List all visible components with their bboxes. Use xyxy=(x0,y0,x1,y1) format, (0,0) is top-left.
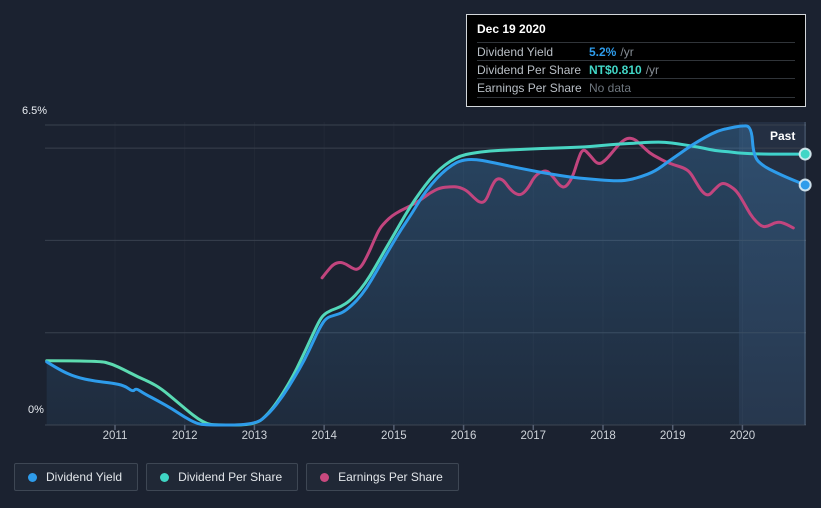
dividend-per-share-end-marker xyxy=(798,147,812,161)
x-tick-label: 2016 xyxy=(450,430,477,442)
x-tick-label: 2011 xyxy=(102,430,128,442)
chart-canvas[interactable] xyxy=(0,0,821,460)
tooltip-unit: /yr xyxy=(620,44,634,59)
dividend-yield-dot-icon xyxy=(28,472,37,482)
earnings-per-share-dot-icon xyxy=(320,472,330,482)
hover-tooltip: Dec 19 2020 Dividend Yield 5.2% /yr Divi… xyxy=(466,14,806,107)
dividend-yield-area xyxy=(46,125,806,426)
x-tick-label: 2012 xyxy=(171,430,198,442)
legend-label: Earnings Per Share xyxy=(338,470,443,484)
tooltip-value: NT$0.810 xyxy=(589,62,642,77)
tooltip-unit: /yr xyxy=(645,62,660,77)
x-tick-label: 2018 xyxy=(590,430,616,442)
x-tick-label: 2020 xyxy=(729,430,756,442)
legend-item-earnings-per-share[interactable]: Earnings Per Share xyxy=(306,463,459,491)
x-tick-label: 2017 xyxy=(520,430,547,442)
tooltip-row-dividend-yield: Dividend Yield 5.2% /yr xyxy=(477,42,795,60)
x-tick-label: 2014 xyxy=(311,430,337,442)
tooltip-label: Dividend Yield xyxy=(477,44,554,59)
tooltip-value: 5.2% xyxy=(589,44,617,59)
past-band-label: Past xyxy=(770,129,796,143)
y-axis-max-label: 6.5% xyxy=(22,105,48,117)
x-tick-label: 2013 xyxy=(241,430,268,442)
x-tick-label: 2019 xyxy=(659,430,686,442)
legend-label: Dividend Per Share xyxy=(178,470,283,484)
dividend-per-share-line xyxy=(45,140,807,427)
dividend-per-share-dot-icon xyxy=(160,472,170,482)
tooltip-value: No data xyxy=(589,81,632,95)
tooltip-label: Dividend Per Share xyxy=(477,62,582,77)
tooltip-row-earnings-per-share: Earnings Per Share No data xyxy=(477,78,795,98)
legend-item-dividend-yield[interactable]: Dividend Yield xyxy=(14,463,139,491)
tooltip-date: Dec 19 2020 xyxy=(477,22,546,36)
dividend-yield-end-marker xyxy=(798,178,812,192)
tooltip-row-dividend-per-share: Dividend Per Share NT$0.810 /yr xyxy=(477,60,795,78)
legend-item-dividend-per-share[interactable]: Dividend Per Share xyxy=(146,463,299,491)
x-tick-label: 2015 xyxy=(381,430,407,442)
tooltip-label: Earnings Per Share xyxy=(477,81,582,95)
legend-label: Dividend Yield xyxy=(46,470,123,484)
y-axis-min-label: 0% xyxy=(28,404,44,416)
chart-legend: Dividend Yield Dividend Per Share Earnin… xyxy=(14,463,459,491)
dividend-yield-line xyxy=(45,124,807,427)
earnings-per-share-line xyxy=(320,136,795,280)
